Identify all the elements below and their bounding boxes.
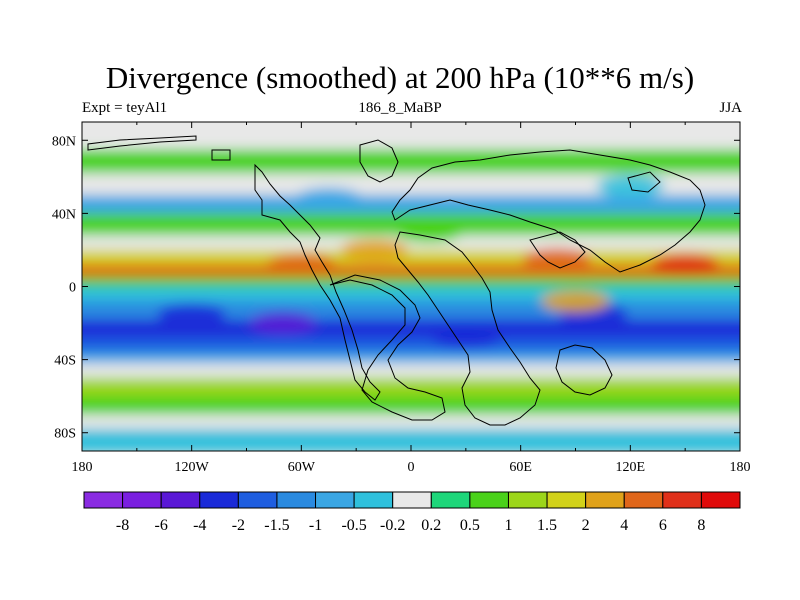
x-tick-label: 180 bbox=[730, 460, 751, 475]
divergence-cell bbox=[267, 253, 336, 276]
colorbar-label: 4 bbox=[620, 517, 628, 534]
divergence-band bbox=[82, 277, 740, 288]
divergence-cell bbox=[541, 290, 610, 313]
x-axis: 180 120W 60W 0 60E 120E 180 bbox=[72, 122, 751, 475]
colorbar-swatch bbox=[623, 491, 664, 509]
plot-area bbox=[82, 122, 740, 451]
divergence-cell bbox=[651, 253, 720, 276]
colorbar-swatch bbox=[507, 491, 548, 509]
y-tick-label: 80N bbox=[52, 134, 76, 149]
x-tick-label: 60E bbox=[509, 460, 532, 475]
coastline-africa bbox=[394, 231, 541, 426]
colorbar-label: 6 bbox=[659, 517, 667, 534]
divergence-cell bbox=[340, 238, 409, 261]
colorbar-label: -6 bbox=[155, 517, 168, 534]
divergence-band bbox=[82, 414, 740, 431]
colorbar-swatch bbox=[199, 491, 239, 509]
divergence-cell bbox=[157, 302, 226, 325]
divergence-field-layers bbox=[82, 125, 740, 451]
colorbar-label: 0.5 bbox=[460, 517, 480, 534]
colorbar-label: 1 bbox=[504, 517, 512, 534]
colorbar-label: 1.5 bbox=[537, 517, 557, 534]
divergence-band bbox=[82, 396, 740, 416]
colorbar-label: -8 bbox=[116, 517, 129, 534]
colorbar-swatch bbox=[392, 491, 432, 509]
coastline-greenland bbox=[359, 139, 399, 183]
colorbar-swatch bbox=[276, 491, 317, 509]
coastline-island-2 bbox=[627, 171, 661, 193]
y-tick-label: 40N bbox=[52, 207, 76, 222]
colorbar-label: -1.5 bbox=[264, 517, 289, 534]
divergence-field bbox=[82, 125, 740, 451]
colorbar-swatch bbox=[700, 491, 741, 509]
colorbar-label: -0.5 bbox=[341, 517, 366, 534]
x-tick-label: 180 bbox=[72, 460, 93, 475]
divergence-band bbox=[82, 319, 740, 339]
colorbar-swatch bbox=[122, 491, 162, 509]
y-axis: 80N 40N 0 40S 80S bbox=[52, 134, 740, 442]
colorbar-label: -2 bbox=[232, 517, 245, 534]
divergence-band bbox=[82, 352, 740, 365]
colorbar: -8 -6 -4 -2 -1.5 -1 -0.5 -0.2 0.2 0.5 1 1.5 2 4 6 8 bbox=[83, 491, 741, 534]
colorbar-swatch bbox=[83, 491, 124, 509]
colorbar-swatch bbox=[662, 491, 702, 509]
x-tick-label: 60W bbox=[288, 460, 316, 475]
colorbar-label: -0.2 bbox=[380, 517, 405, 534]
x-tick-label: 120W bbox=[175, 460, 210, 475]
y-tick-label: 0 bbox=[69, 281, 76, 296]
colorbar-swatch bbox=[469, 491, 509, 509]
colorbar-swatch bbox=[353, 491, 394, 509]
colorbar-swatch bbox=[585, 491, 625, 509]
period-label: 186_8_MaBP bbox=[358, 100, 442, 116]
colorbar-label: 0.2 bbox=[421, 517, 441, 534]
colorbar-swatch bbox=[546, 491, 587, 509]
divergence-band bbox=[82, 125, 740, 151]
coastline-americas bbox=[254, 163, 381, 401]
colorbar-swatch bbox=[160, 491, 201, 509]
x-tick-label: 0 bbox=[408, 460, 415, 475]
divergence-band bbox=[82, 195, 740, 215]
divergence-cell bbox=[523, 248, 592, 271]
divergence-band bbox=[82, 235, 740, 251]
divergence-cell bbox=[431, 326, 500, 349]
colorbar-swatch bbox=[237, 491, 278, 509]
divergence-band bbox=[82, 363, 740, 379]
divergence-band bbox=[82, 173, 740, 197]
colorbar-swatch bbox=[430, 491, 471, 509]
experiment-label: Expt = teyAl1 bbox=[82, 100, 168, 116]
coastline-eurasia bbox=[391, 149, 706, 273]
colorbar-label: -1 bbox=[309, 517, 322, 534]
divergence-band bbox=[82, 337, 740, 354]
divergence-cell bbox=[395, 220, 464, 243]
divergence-cell bbox=[294, 187, 363, 210]
coastline-south-america bbox=[329, 274, 446, 421]
divergence-cell bbox=[249, 312, 318, 335]
y-tick-label: 40S bbox=[54, 354, 76, 369]
colorbar-swatch bbox=[315, 491, 355, 509]
coastline-australia bbox=[555, 344, 613, 396]
y-tick-label: 80S bbox=[54, 427, 76, 442]
colorbar-label: 8 bbox=[697, 517, 705, 534]
season-label: JJA bbox=[719, 100, 742, 116]
colorbar-label: 2 bbox=[582, 517, 590, 534]
coastlines bbox=[87, 135, 706, 426]
chart-title: Divergence (smoothed) at 200 hPa (10**6 … bbox=[105, 60, 695, 95]
divergence-band bbox=[82, 149, 740, 175]
x-tick-label: 120E bbox=[616, 460, 646, 475]
divergence-band bbox=[82, 429, 740, 451]
divergence-band bbox=[82, 286, 740, 303]
coastline-arctic bbox=[87, 135, 197, 151]
coastline-island bbox=[211, 149, 231, 161]
colorbar-label: -4 bbox=[193, 517, 206, 534]
divergence-band bbox=[82, 377, 740, 398]
coastline-india bbox=[529, 231, 586, 269]
